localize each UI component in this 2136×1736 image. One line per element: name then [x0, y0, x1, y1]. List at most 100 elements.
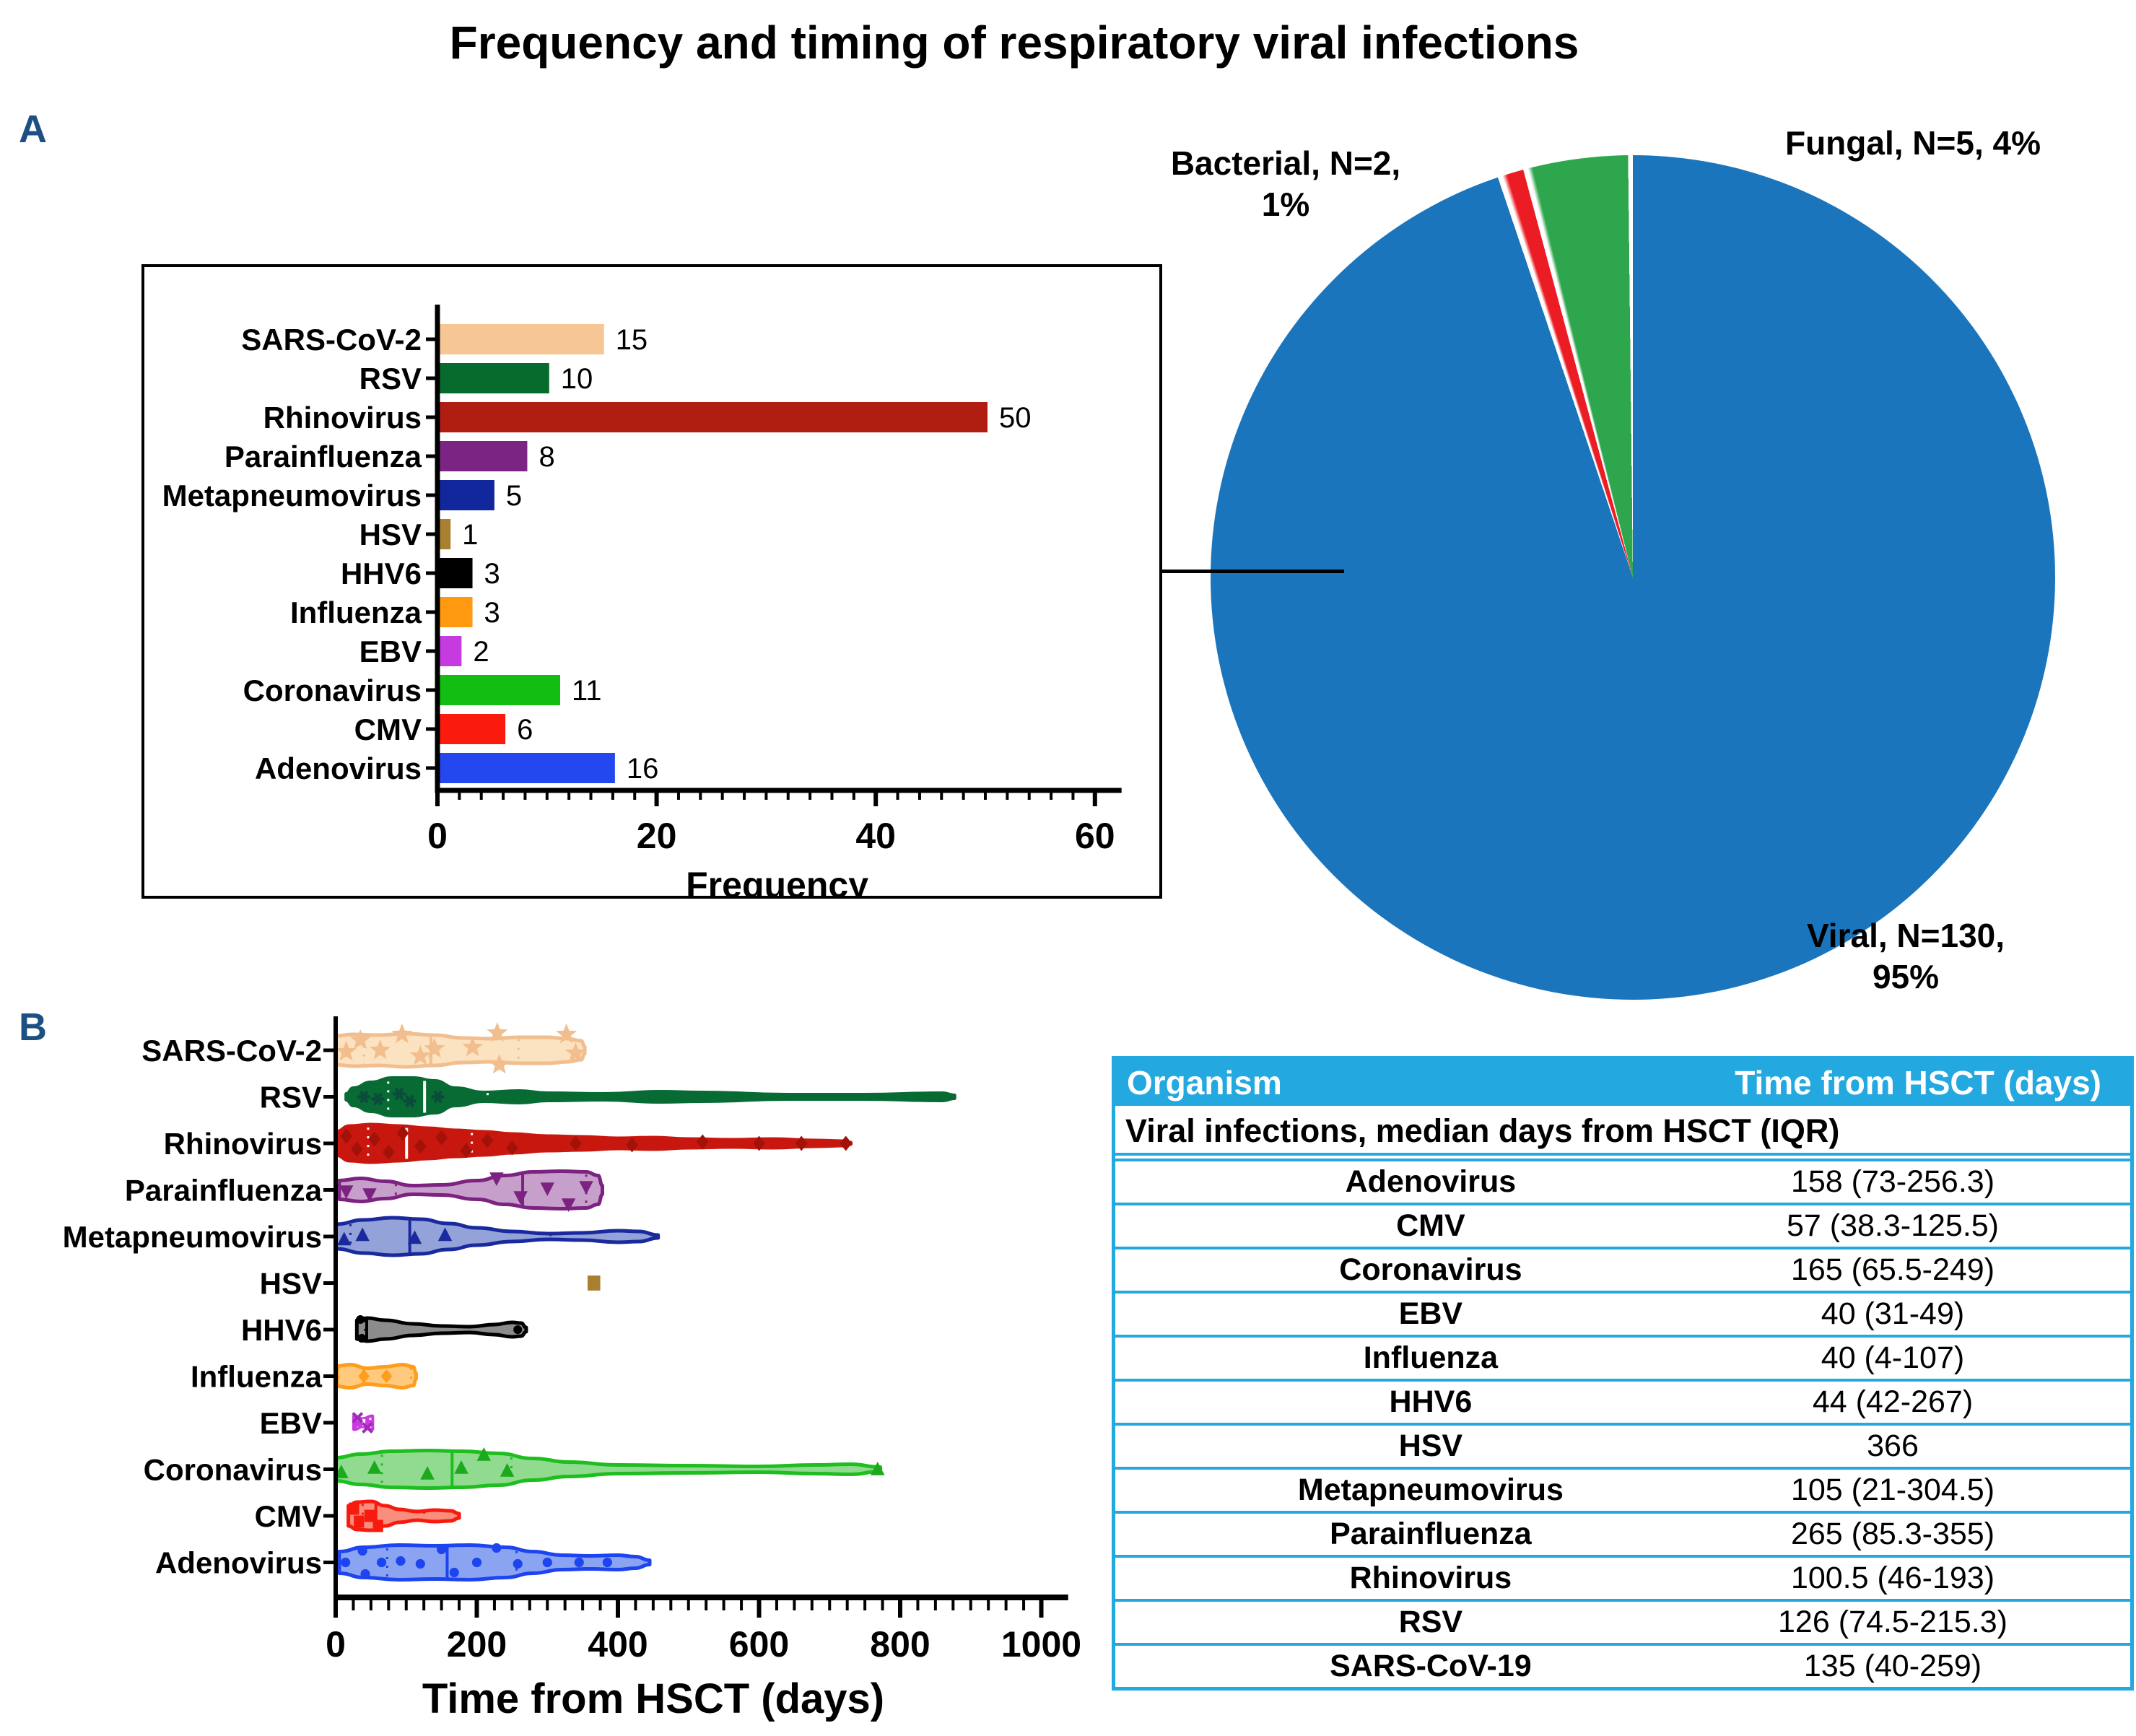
bar-value-label: 2 [473, 636, 489, 668]
category-tick [323, 1327, 334, 1332]
data-point-marker [359, 1091, 368, 1103]
bar-category-label: Influenza [290, 596, 422, 629]
data-point-marker [505, 1140, 518, 1156]
bar [440, 636, 462, 666]
bar [440, 480, 494, 510]
x-axis-minor-tick [676, 790, 680, 800]
data-point-marker [753, 1135, 765, 1151]
violin-category-label: HHV6 [241, 1313, 322, 1347]
data-point-marker [460, 1143, 473, 1159]
bar [440, 558, 473, 588]
table-cell-organism: Adenovirus [1345, 1164, 1517, 1199]
violin-shape [334, 1031, 587, 1069]
table-subheader: Viral infections, median days from HSCT … [1115, 1109, 2130, 1161]
x-axis-major-tick [435, 790, 440, 806]
table-row: SARS-CoV-19 135 (40-259) [1115, 1646, 2130, 1687]
violin-shape [337, 1169, 604, 1211]
x-axis-tick-label: 600 [729, 1624, 789, 1665]
x-axis-minor-tick [546, 1600, 549, 1610]
x-axis-minor-tick [775, 1600, 778, 1610]
table-cell-time: 40 (31-49) [1821, 1296, 1965, 1331]
bar [440, 675, 560, 705]
category-tick [426, 766, 437, 770]
data-point-marker [349, 1502, 359, 1515]
violin-row: CMV [255, 1499, 461, 1533]
table-body: Adenovirus 158 (73-256.3) CMV 57 (38.3-125.… [1115, 1161, 2130, 1687]
data-point-marker [556, 1023, 577, 1044]
x-axis-minor-tick [1004, 1600, 1008, 1610]
x-axis-tick-label: 40 [855, 816, 896, 856]
x-axis-minor-tick [764, 790, 768, 800]
data-point-marker [471, 1557, 482, 1568]
category-tick [323, 1421, 334, 1425]
bar-row: SARS-CoV-2 15 [241, 323, 648, 357]
category-tick [323, 1374, 334, 1378]
table-cell-time: 135 (40-259) [1803, 1649, 1982, 1683]
x-axis-tick-label: 400 [588, 1624, 648, 1665]
bar-value-label: 50 [999, 402, 1032, 434]
x-axis-minor-tick [896, 790, 899, 800]
x-axis-minor-tick [917, 790, 921, 800]
data-point-marker [420, 1466, 435, 1480]
x-axis-minor-tick [916, 1600, 920, 1610]
data-point-marker [462, 1036, 484, 1057]
data-point-marker [373, 1093, 383, 1105]
bar-row: EBV 2 [359, 634, 489, 668]
category-tick [426, 376, 437, 380]
table-row: Rhinovirus 100.5 (46-193) [1115, 1558, 2130, 1602]
violin-category-label: CMV [255, 1499, 322, 1533]
x-axis-tick-label: 0 [326, 1624, 346, 1665]
category-tick [426, 454, 437, 458]
data-point-marker [376, 1557, 387, 1568]
table-row: Adenovirus 158 (73-256.3) [1115, 1161, 2130, 1205]
table-row: Parainfluenza 265 (85.3-355) [1115, 1514, 2130, 1558]
x-axis-minor-tick [422, 1600, 426, 1610]
data-point-marker [357, 1545, 367, 1556]
data-point-marker [626, 1137, 638, 1153]
data-point-marker [489, 1172, 504, 1186]
panel-a-label: A [19, 108, 47, 151]
data-point-marker [354, 1515, 365, 1528]
bar-row: HHV6 3 [341, 557, 500, 590]
x-axis-minor-tick [523, 790, 527, 800]
category-tick [426, 727, 437, 731]
bar-category-label: CMV [354, 712, 422, 746]
bar-category-label: Coronavirus [243, 673, 422, 707]
data-point-marker [489, 1053, 510, 1074]
data-point-marker [433, 1091, 443, 1103]
data-point-marker [513, 1558, 523, 1569]
category-tick [323, 1561, 334, 1564]
x-axis-minor-tick [810, 1600, 814, 1610]
x-axis-minor-tick [387, 1600, 391, 1610]
table-cell-time: 105 (21-304.5) [1790, 1473, 1995, 1507]
data-point-marker [415, 1558, 425, 1569]
category-tick [426, 415, 437, 419]
x-axis-minor-tick [863, 1600, 867, 1610]
bar-category-label: Rhinovirus [263, 401, 422, 435]
bar-value-label: 15 [616, 324, 648, 356]
x-axis-minor-tick [828, 1600, 832, 1610]
bar-row: Rhinovirus 50 [263, 401, 1032, 435]
data-point-marker [364, 1509, 375, 1522]
x-axis-tick-label: 800 [870, 1624, 930, 1665]
data-point-marker [500, 1463, 515, 1477]
violin-row: Coronavirus [144, 1447, 885, 1490]
bar-value-label: 6 [517, 714, 533, 746]
violin-shape [354, 1316, 528, 1343]
violin-shape [334, 1122, 853, 1164]
category-tick [323, 1095, 334, 1099]
pie-label-viral: Viral, N=130, 95% [1806, 917, 2005, 995]
table-cell-time: 165 (65.5-249) [1790, 1252, 1995, 1287]
x-axis-minor-tick [528, 1600, 531, 1610]
bar-row: Influenza 3 [290, 596, 500, 629]
data-point-marker [396, 1125, 409, 1141]
data-point-marker [449, 1567, 459, 1578]
x-axis-minor-tick [699, 790, 702, 800]
bar-value-label: 5 [506, 480, 522, 512]
x-axis-minor-tick [1006, 790, 1009, 800]
table-header-organism: Organism [1127, 1064, 1282, 1102]
bar [440, 519, 451, 549]
data-point-marker [407, 1230, 422, 1244]
x-axis-tick-label: 1000 [1001, 1624, 1081, 1665]
